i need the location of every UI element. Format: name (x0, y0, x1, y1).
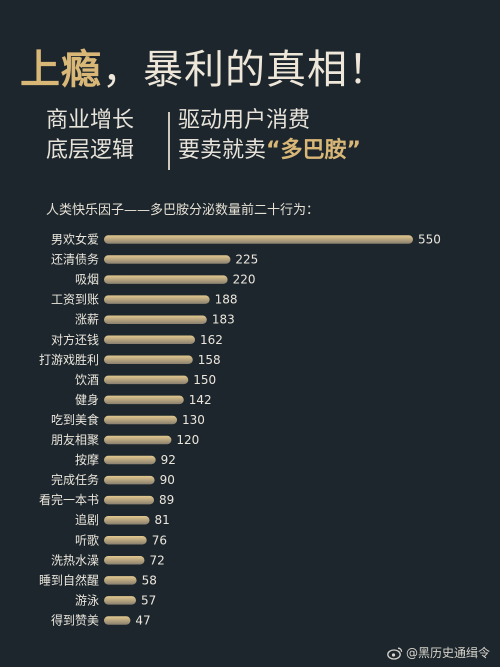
subtitle-right-line2: 要卖就卖“多巴胺” (178, 136, 361, 166)
category-label: 看完一本书 (39, 492, 99, 507)
value-label: 47 (135, 613, 150, 627)
bar (104, 235, 413, 244)
value-label: 57 (141, 593, 156, 607)
watermark: @黑历史通缉令 (387, 644, 490, 661)
value-label: 90 (160, 473, 175, 487)
category-label: 饮酒 (75, 373, 99, 387)
value-label: 92 (161, 453, 176, 467)
category-label: 涨薪 (75, 312, 99, 327)
category-label: 对方还钱 (51, 332, 99, 347)
value-label: 550 (418, 233, 441, 247)
category-label: 按摩 (75, 452, 99, 467)
bar (104, 335, 196, 344)
subtitle-dopamine-highlight: “多巴胺” (266, 138, 361, 163)
bar (104, 435, 172, 445)
chart-title: 人类快乐因子——多巴胺分泌数量前二十行为： (46, 203, 320, 218)
category-label: 健身 (75, 392, 99, 407)
subtitle-left-line1: 商业增长 (46, 108, 135, 133)
bar (104, 255, 231, 264)
subtitle-right-line1: 驱动用户消费 (178, 108, 311, 133)
category-label: 追剧 (75, 512, 99, 527)
value-label: 81 (155, 513, 170, 527)
value-label: 188 (215, 293, 238, 307)
bar (104, 295, 210, 304)
bar (104, 556, 145, 565)
category-label: 吸烟 (75, 273, 99, 287)
bar (104, 495, 155, 505)
weibo-icon (387, 647, 403, 660)
value-label: 89 (159, 493, 174, 507)
category-label: 朋友相聚 (51, 433, 99, 447)
value-label: 72 (149, 553, 164, 567)
bar (104, 395, 184, 405)
bar (104, 275, 228, 284)
value-label: 58 (142, 573, 157, 587)
category-label: 吃到美食 (51, 412, 99, 427)
category-label: 完成任务 (51, 472, 99, 487)
category-label: 游泳 (75, 593, 99, 607)
subtitle-left: 商业增长 底层逻辑 (46, 106, 134, 166)
category-label: 听歌 (75, 532, 99, 547)
bar (104, 415, 178, 425)
subtitle-right-prefix: 要卖就卖 (178, 138, 267, 163)
subtitle-left-line2: 底层逻辑 (46, 138, 135, 163)
value-label: 225 (235, 253, 258, 267)
bar (104, 375, 189, 385)
page-title: 上瘾，暴利的真相！ (20, 44, 389, 96)
value-label: 220 (233, 273, 256, 287)
subtitle-divider (168, 112, 170, 170)
category-label: 得到赞美 (51, 612, 99, 627)
value-label: 158 (198, 353, 221, 367)
bar (104, 596, 137, 605)
value-label: 162 (200, 333, 223, 347)
title-highlight: 上瘾 (20, 47, 102, 93)
bar (104, 515, 150, 525)
bar (104, 576, 137, 585)
value-label: 130 (182, 413, 205, 427)
title-rest: ，暴利的真相！ (102, 47, 389, 93)
category-label: 睡到自然醒 (39, 572, 99, 587)
bar (104, 616, 131, 625)
category-label: 打游戏胜利 (39, 352, 99, 367)
category-label: 工资到账 (51, 293, 99, 307)
value-label: 142 (189, 393, 212, 407)
value-label: 76 (152, 533, 167, 547)
category-label: 洗热水澡 (51, 553, 99, 567)
value-label: 183 (212, 313, 235, 327)
bar (104, 536, 147, 545)
subtitle-right: 驱动用户消费 要卖就卖“多巴胺” (178, 106, 361, 166)
bar (104, 355, 193, 365)
bar (104, 475, 155, 485)
bar (104, 315, 207, 324)
bars-group: 男欢女爱 550 还清债务 225 吸烟 220 工资到账 188 涨薪 183 对方还钱 162 打游… (39, 232, 441, 628)
value-label: 120 (176, 433, 199, 447)
value-label: 150 (193, 373, 216, 387)
category-label: 还清债务 (51, 252, 99, 267)
watermark-text: @黑历史通缉令 (405, 646, 490, 660)
bar (104, 455, 156, 465)
category-label: 男欢女爱 (51, 232, 99, 247)
